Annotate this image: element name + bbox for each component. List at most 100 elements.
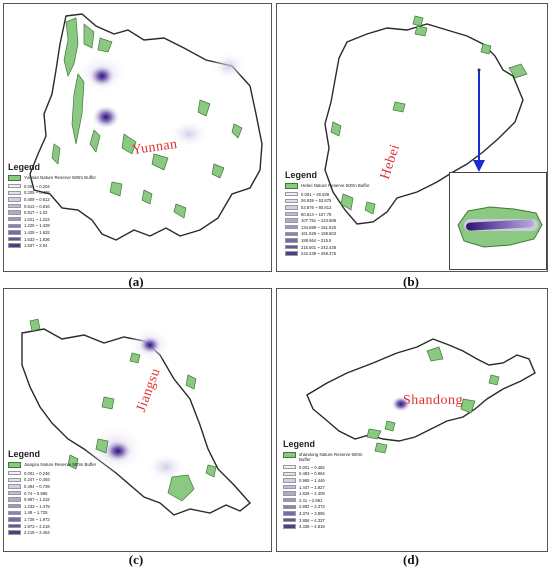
legend-class-swatch [8,510,21,516]
legend-class-label: 215.501 ~ 242.438 [301,244,337,250]
legend-class-swatch [285,225,298,230]
legend-class-swatch [285,211,298,217]
legend-class-label: 1.837 ~ 2.04 [24,243,48,249]
legend-class-swatch [8,217,21,222]
legend-class-label: 0.001 ~ 0.204 [24,183,50,189]
legend-class-swatch [8,517,21,522]
legend-class-label: 1.48 ~ 1.725 [24,510,48,516]
legend-layer-name: shandong Nature Reserve 500m Buffer [299,452,363,462]
legend-class-swatch [283,517,296,523]
legend-class-swatch [285,238,298,243]
legend-class-row: 0.74 ~ 0.986 [8,490,98,497]
legend-class-label: 0.001 ~ 0.246 [24,470,50,476]
legend-class-swatch [8,230,21,235]
legend-class-row: 1.429 ~ 1.632 [8,229,98,236]
legend-class-label: 2.41 ~ 2.891 [299,497,323,503]
legend-class-label: 134.689 ~ 161.625 [301,224,337,230]
legend-class-row: 1.021 ~ 1.224 [8,216,98,223]
legend-class-row: 0.409 ~ 0.612 [8,196,98,203]
map-panel-hebei: Hebei Legend Hebei Nature Reserve 500m B… [276,3,548,272]
legend-class-row: 0.987 ~ 1.232 [8,496,98,503]
legend-layer-name: Jiangsu Nature Reserve 500m Buffer [24,462,97,467]
legend-class-label: 188.564 ~ 215.5 [301,237,332,243]
legend-class-swatch [283,491,296,496]
legend-class-row: 161.626 ~ 188.563 [285,231,375,238]
legend-class-swatch [285,244,298,250]
legend-class-row: 1.633 ~ 1.836 [8,236,98,243]
legend-jiangsu: Legend Jiangsu Nature Reserve 500m Buffe… [8,449,98,536]
legend-class-swatch [283,524,296,529]
legend-class-swatch [283,504,296,510]
legend-class-label: 0.74 ~ 0.986 [24,490,48,496]
legend-class-label: 3.856 ~ 4.337 [299,517,325,523]
legend-class-row: 53.876 ~ 80.813 [285,204,375,211]
legend-class-swatch [8,203,21,209]
legend-class-swatch [8,223,21,229]
legend-class-swatch [285,198,298,204]
legend-class-row: 242.439 ~ 269.375 [285,250,375,257]
legend-class-row: 4.338 ~ 4.819 [283,523,373,530]
legend-class-row: 3.856 ~ 4.337 [283,517,373,524]
legend-class-row: 1.726 ~ 1.972 [8,516,98,523]
legend-class-row: 0.001 ~ 26.938 [285,191,375,198]
legend-class-row: 107.751 ~ 134.688 [285,217,375,224]
inset-map [457,206,543,248]
legend-class-row: 134.689 ~ 161.625 [285,224,375,231]
zoom-inset [449,172,547,270]
legend-class-swatch [283,478,296,483]
legend-class-swatch [285,192,298,197]
legend-class-row: 3.374 ~ 3.855 [283,510,373,517]
legend-class-label: 4.338 ~ 4.819 [299,524,325,530]
legend-class-swatch [283,511,296,516]
legend-class-row: 0.001 ~ 0.204 [8,183,98,190]
legend-class-label: 161.626 ~ 188.563 [301,231,337,237]
legend-class-row: 1.233 ~ 1.479 [8,503,98,510]
legend-class-label: 0.494 ~ 0.739 [24,483,50,489]
shandong-reserve-patches [366,346,500,454]
legend-class-row: 0.965 ~ 1.446 [283,477,373,484]
caption-b: (b) [403,274,419,289]
legend-class-row: 80.814 ~ 107.75 [285,211,375,218]
legend-class-swatch [8,210,21,215]
legend-class-row: 1.225 ~ 1.428 [8,223,98,230]
legend-class-label: 0.965 ~ 1.446 [299,477,325,483]
legend-class-row: 0.494 ~ 0.739 [8,483,98,490]
map-panel-jiangsu: Jiangsu Legend Jiangsu Nature Reserve 50… [3,288,272,552]
legend-class-row: 0.001 ~ 0.246 [8,470,98,477]
legend-class-label: 1.021 ~ 1.224 [24,216,50,222]
legend-class-row: 2.41 ~ 2.891 [283,497,373,504]
legend-class-label: 1.928 ~ 2.409 [299,491,325,497]
yunnan-map [29,13,263,241]
legend-class-swatch [285,205,298,210]
shandong-map [306,338,536,454]
jiangsu-map [21,318,252,516]
legend-class-swatch [8,471,21,476]
legend-class-swatch [283,465,296,470]
legend-class-label: 107.751 ~ 134.688 [301,218,337,224]
legend-class-row: 26.939 ~ 53.875 [285,198,375,205]
legend-class-label: 0.817 ~ 1.02 [24,210,48,216]
legend-class-label: 2.892 ~ 3.373 [299,504,325,510]
legend-classes: 0.001 ~ 26.938 26.939 ~ 53.875 53.876 ~ 80… [285,191,375,257]
legend-class-label: 53.876 ~ 80.813 [301,204,332,210]
legend-class-label: 2.219 ~ 2.464 [24,530,50,536]
legend-class-swatch [8,190,21,196]
map-panel-yunnan: Yunnan Legend Yunnan Nature Reserve 500m… [3,3,272,272]
legend-class-label: 26.939 ~ 53.875 [301,198,332,204]
legend-class-label: 1.447 ~ 1.927 [299,484,325,490]
yunnan-reserve-patches [51,17,243,219]
legend-shandong: Legend shandong Nature Reserve 500m Buff… [283,439,373,530]
legend-layer-name: Yunnan Nature Reserve 500m Buffer [24,175,96,180]
legend-class-label: 1.225 ~ 1.428 [24,223,50,229]
legend-class-swatch [283,498,296,503]
legend-yunnan: Legend Yunnan Nature Reserve 500m Buffer… [8,162,98,249]
map-panel-shandong: Shandong Legend shandong Nature Reserve … [276,288,548,552]
legend-class-label: 0.205 ~ 0.408 [24,190,50,196]
legend-class-label: 1.233 ~ 1.479 [24,503,50,509]
legend-class-row: 1.973 ~ 2.218 [8,523,98,530]
legend-class-swatch [285,231,298,237]
legend-layer-name: Hebei Nature Reserve 500m Buffer [301,183,370,188]
reserve-swatch [283,452,296,458]
legend-class-row: 1.928 ~ 2.409 [283,490,373,497]
legend-class-swatch [8,243,21,248]
